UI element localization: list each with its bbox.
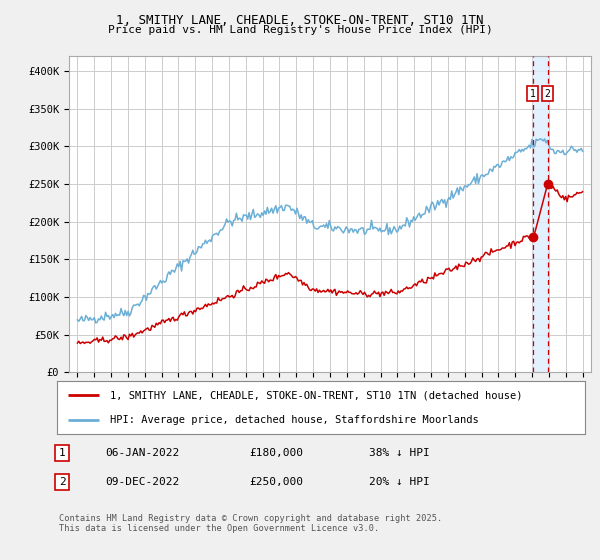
Text: 38% ↓ HPI: 38% ↓ HPI bbox=[369, 448, 430, 458]
Text: £180,000: £180,000 bbox=[249, 448, 303, 458]
Text: 1: 1 bbox=[530, 88, 536, 99]
Text: 2: 2 bbox=[545, 88, 551, 99]
Text: 1, SMITHY LANE, CHEADLE, STOKE-ON-TRENT, ST10 1TN: 1, SMITHY LANE, CHEADLE, STOKE-ON-TRENT,… bbox=[116, 14, 484, 27]
Text: 1: 1 bbox=[59, 448, 65, 458]
Text: 2: 2 bbox=[59, 477, 65, 487]
Text: 06-JAN-2022: 06-JAN-2022 bbox=[105, 448, 179, 458]
Bar bbox=[533, 56, 548, 372]
Text: 09-DEC-2022: 09-DEC-2022 bbox=[105, 477, 179, 487]
Text: £250,000: £250,000 bbox=[249, 477, 303, 487]
Text: Price paid vs. HM Land Registry's House Price Index (HPI): Price paid vs. HM Land Registry's House … bbox=[107, 25, 493, 35]
Text: HPI: Average price, detached house, Staffordshire Moorlands: HPI: Average price, detached house, Staf… bbox=[110, 414, 479, 424]
Text: 20% ↓ HPI: 20% ↓ HPI bbox=[369, 477, 430, 487]
Text: Contains HM Land Registry data © Crown copyright and database right 2025.
This d: Contains HM Land Registry data © Crown c… bbox=[59, 514, 442, 534]
Text: 1, SMITHY LANE, CHEADLE, STOKE-ON-TRENT, ST10 1TN (detached house): 1, SMITHY LANE, CHEADLE, STOKE-ON-TRENT,… bbox=[110, 390, 522, 400]
